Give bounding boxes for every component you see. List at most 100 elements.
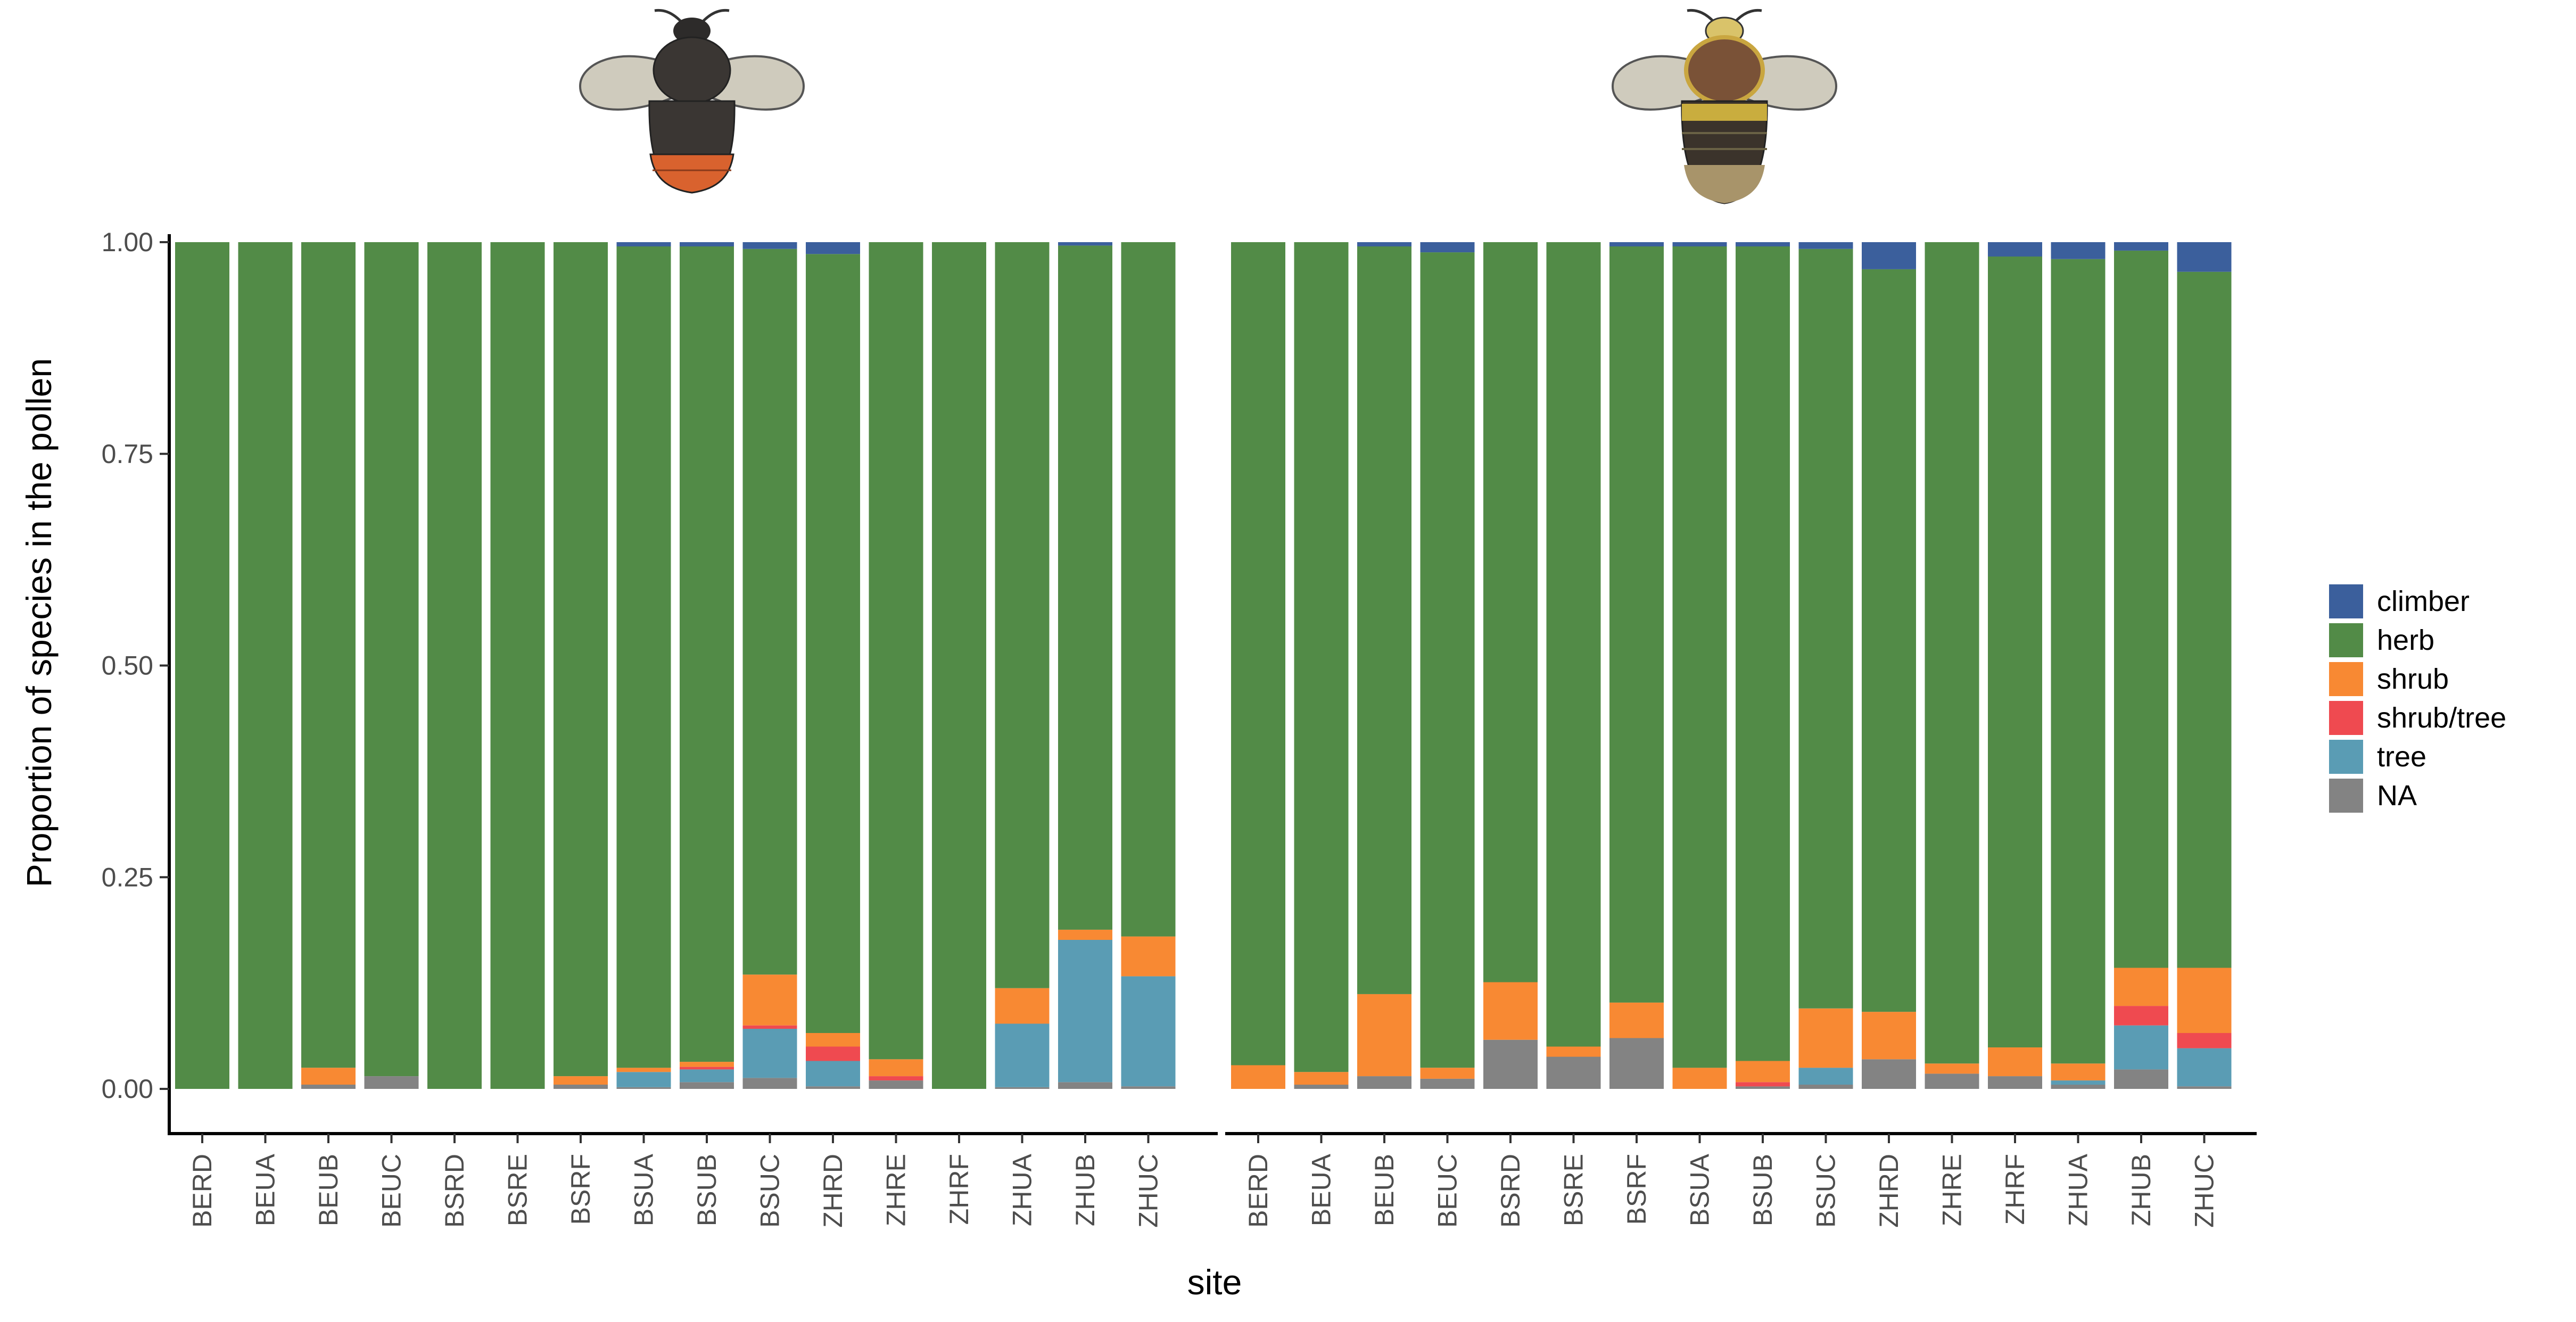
- bar-segment-herb: [1483, 242, 1538, 982]
- bar-segment-shrub-tree: [1736, 1082, 1790, 1087]
- bar-ZHUB: [1058, 242, 1112, 1089]
- bar-segment-na: [1925, 1073, 1979, 1089]
- bar-ZHUA: [2051, 242, 2106, 1089]
- legend: climber herb shrub shrub/tree tree NA: [2329, 584, 2506, 813]
- bar-segment-herb: [742, 249, 797, 975]
- bar-segment-na: [1357, 1076, 1411, 1089]
- bar-segment-herb: [301, 242, 356, 1068]
- bar-ZHRD: [1862, 242, 1916, 1089]
- bar-ZHUA: [995, 242, 1050, 1089]
- bar-segment-shrub: [1231, 1065, 1285, 1089]
- bar-segment-na: [1483, 1039, 1538, 1089]
- bar-segment-herb: [1736, 246, 1790, 1061]
- legend-swatch: [2329, 740, 2363, 774]
- x-tick-label: BEUA: [251, 1153, 280, 1226]
- bar-ZHRE: [869, 242, 923, 1089]
- bar-segment-climber: [2051, 242, 2106, 259]
- bar-segment-shrub-tree: [742, 1025, 797, 1029]
- bar-segment-na: [1546, 1056, 1601, 1089]
- bar-BSUA: [1672, 242, 1727, 1089]
- bar-segment-shrub-tree: [869, 1076, 923, 1081]
- bar-segment-herb: [1420, 252, 1475, 1068]
- y-tick-label: 0.50: [102, 651, 153, 681]
- bar-segment-tree: [2177, 1048, 2232, 1087]
- bar-segment-na: [1736, 1086, 1790, 1089]
- x-axis-title: site: [1187, 1262, 1242, 1302]
- bar-segment-herb: [238, 242, 293, 1089]
- legend-item: shrub: [2329, 662, 2449, 696]
- bar-segment-na: [680, 1082, 734, 1089]
- legend-swatch: [2329, 779, 2363, 813]
- bar-BEUA: [1294, 242, 1349, 1089]
- bar-segment-shrub: [616, 1068, 671, 1072]
- x-tick-label: ZHUB: [1070, 1154, 1100, 1226]
- bar-ZHUC: [1121, 242, 1176, 1089]
- y-tick-label: 0.00: [102, 1074, 153, 1104]
- legend-swatch: [2329, 584, 2363, 618]
- bar-segment-shrub: [2114, 968, 2168, 1006]
- x-tick-label: BSRE: [1559, 1154, 1589, 1226]
- bar-segment-herb: [2177, 271, 2232, 968]
- legend-item: NA: [2329, 779, 2417, 813]
- legend-label: shrub: [2377, 663, 2449, 695]
- bar-segment-shrub: [1925, 1063, 1979, 1074]
- x-tick-label: ZHUA: [1008, 1153, 1037, 1226]
- bar-segment-shrub: [1546, 1046, 1601, 1057]
- legend-item: herb: [2329, 623, 2434, 657]
- bar-segment-climber: [2114, 242, 2168, 251]
- bar-segment-climber: [1609, 242, 1664, 246]
- x-tick-label: ZHUC: [2190, 1154, 2219, 1228]
- bar-segment-na: [869, 1080, 923, 1089]
- bar-segment-na: [1420, 1078, 1475, 1089]
- bar-segment-na: [1294, 1085, 1349, 1089]
- legend-label: NA: [2377, 780, 2417, 812]
- bar-ZHRD: [806, 242, 860, 1089]
- x-tick-label: BEUC: [377, 1154, 407, 1228]
- bar-segment-herb: [427, 242, 482, 1089]
- x-tick-label: BSRF: [1622, 1154, 1652, 1225]
- bar-segment-tree: [1058, 940, 1112, 1083]
- bar-segment-herb: [2051, 259, 2106, 1064]
- bar-segment-herb: [2114, 250, 2168, 968]
- bar-segment-herb: [364, 242, 419, 1077]
- x-tick-label: ZHUC: [1134, 1154, 1163, 1228]
- bar-segment-shrub: [1988, 1047, 2042, 1077]
- x-tick-label: BEUC: [1433, 1154, 1463, 1228]
- x-tick-label: BSUB: [692, 1154, 722, 1226]
- bar-segment-herb: [554, 242, 608, 1077]
- bar-ZHUB: [2114, 242, 2168, 1089]
- y-axis: 0.00 0.25 0.50 0.75 1.00: [102, 227, 171, 1135]
- legend-swatch: [2329, 662, 2363, 696]
- bar-segment-herb: [616, 246, 671, 1068]
- bar-segment-tree: [995, 1023, 1050, 1087]
- bar-segment-climber: [1672, 242, 1727, 246]
- bar-segment-shrub: [680, 1062, 734, 1067]
- bar-segment-na: [2177, 1086, 2232, 1089]
- bar-BSRF: [1609, 242, 1664, 1089]
- bar-segment-herb: [1294, 242, 1349, 1072]
- bar-BSRD: [1483, 242, 1538, 1089]
- bar-segment-shrub: [1862, 1012, 1916, 1060]
- bar-segment-na: [806, 1086, 860, 1089]
- bar-segment-herb: [932, 242, 986, 1089]
- bar-segment-na: [2114, 1069, 2168, 1089]
- x-tick-label: ZHUB: [2126, 1154, 2156, 1226]
- legend-item: climber: [2329, 584, 2470, 618]
- bar-BEUC: [1420, 242, 1475, 1089]
- bar-segment-shrub-tree: [806, 1046, 860, 1061]
- x-tick-label: ZHRF: [944, 1154, 974, 1225]
- bar-segment-na: [1798, 1085, 1853, 1089]
- bar-BEUC: [364, 242, 419, 1089]
- bar-segment-climber: [1736, 242, 1790, 246]
- x-tick-label: BSUC: [1811, 1154, 1841, 1228]
- bar-segment-na: [616, 1087, 671, 1089]
- x-tick-label: BSUA: [1685, 1153, 1715, 1226]
- bar-segment-shrub: [1672, 1068, 1727, 1089]
- bar-segment-na: [1121, 1086, 1176, 1089]
- legend-label: tree: [2377, 741, 2426, 773]
- bar-segment-climber: [616, 242, 671, 246]
- bar-segment-shrub: [742, 974, 797, 1026]
- x-tick-label: BEUB: [313, 1154, 343, 1226]
- x-tick-label: BSRE: [503, 1154, 533, 1226]
- bar-segment-na: [1609, 1038, 1664, 1089]
